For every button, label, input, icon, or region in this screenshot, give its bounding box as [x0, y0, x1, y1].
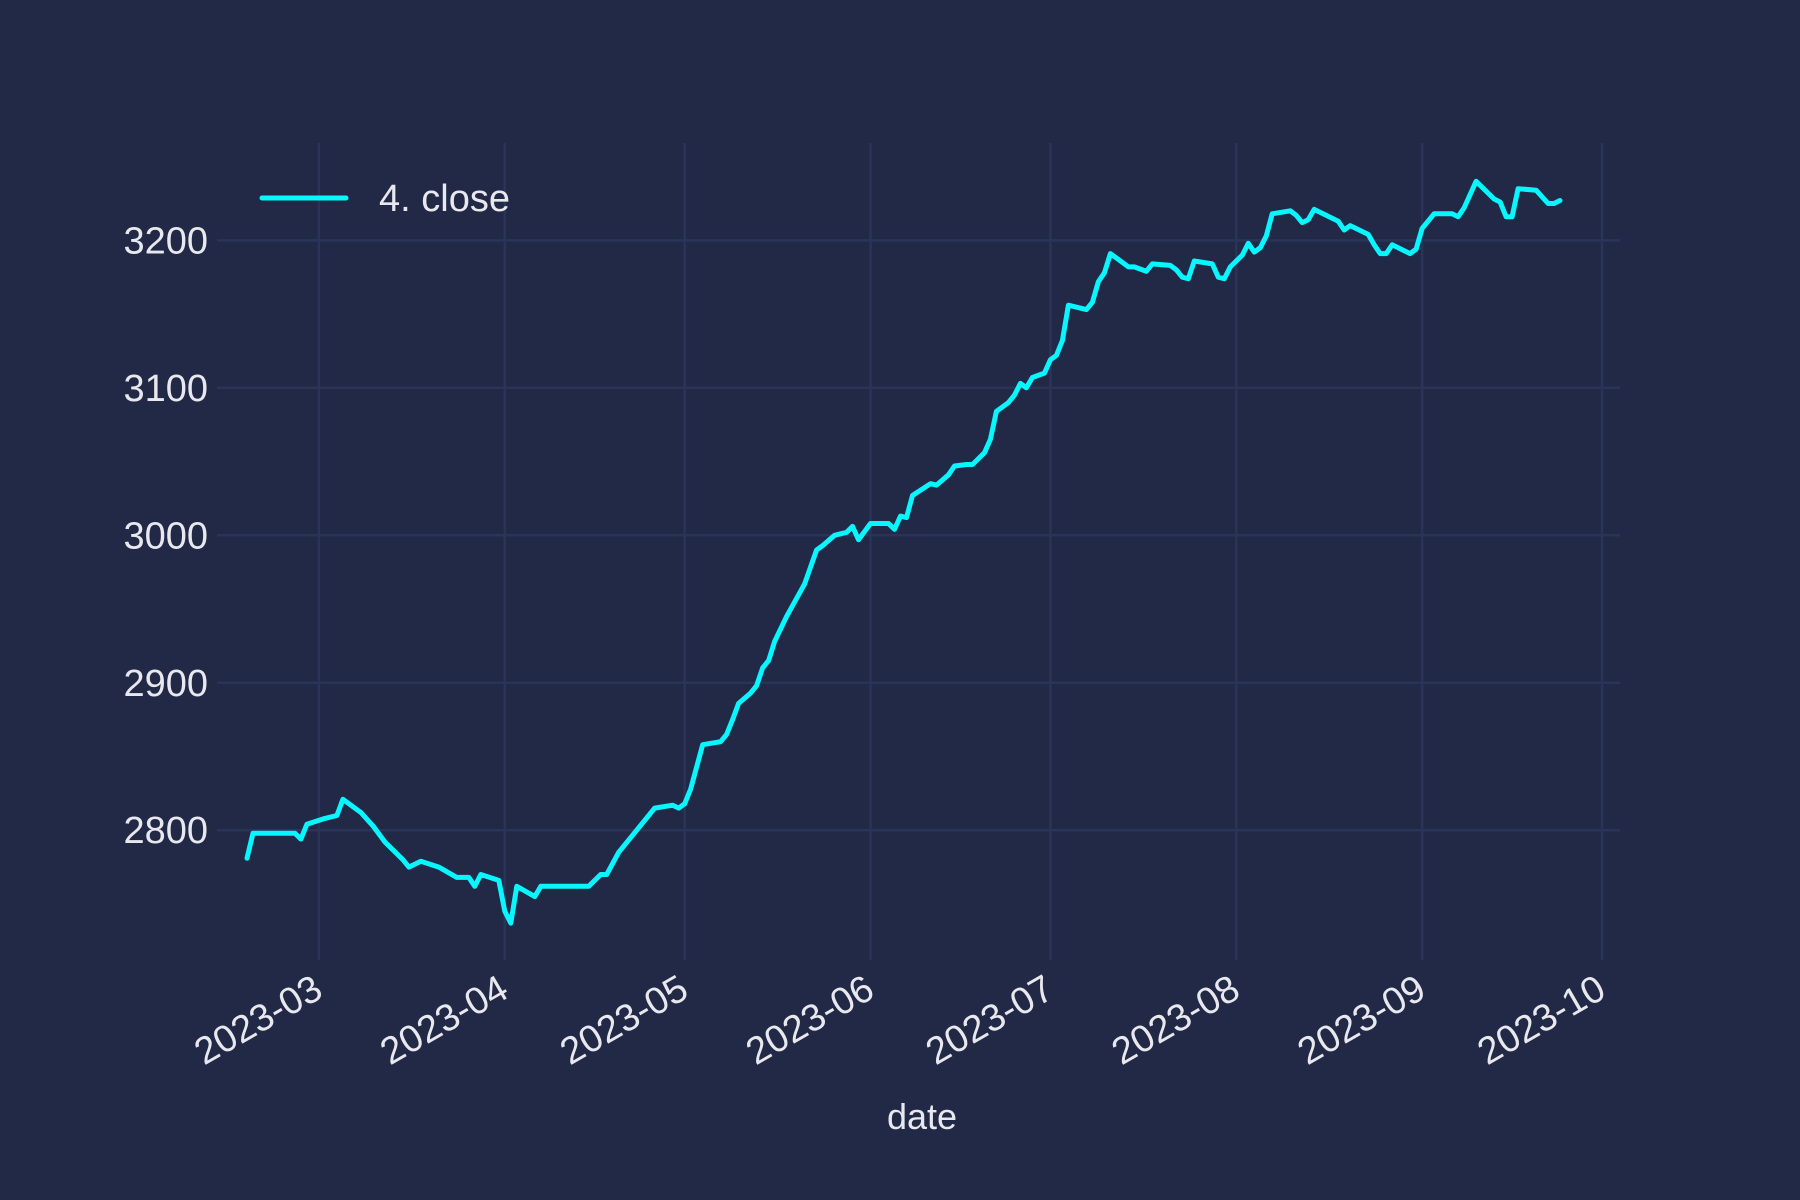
- series-line-close: [244, 178, 1563, 926]
- series-layer: [244, 178, 1563, 926]
- y-tick-label: 3100: [123, 368, 208, 410]
- y-tick-label: 2800: [123, 810, 208, 852]
- x-axis-label: date: [887, 1096, 957, 1137]
- legend: 4. close: [259, 178, 510, 220]
- legend-label-close: 4. close: [379, 178, 510, 220]
- y-axis-tick-labels: 2800 2900 3000 3100 3200: [123, 220, 208, 852]
- y-tick-label: 2900: [123, 663, 208, 705]
- y-tick-label: 3000: [123, 515, 208, 557]
- horizontal-grid: [217, 239, 1620, 832]
- vertical-grid: [317, 143, 1604, 960]
- y-tick-label: 3200: [123, 220, 208, 262]
